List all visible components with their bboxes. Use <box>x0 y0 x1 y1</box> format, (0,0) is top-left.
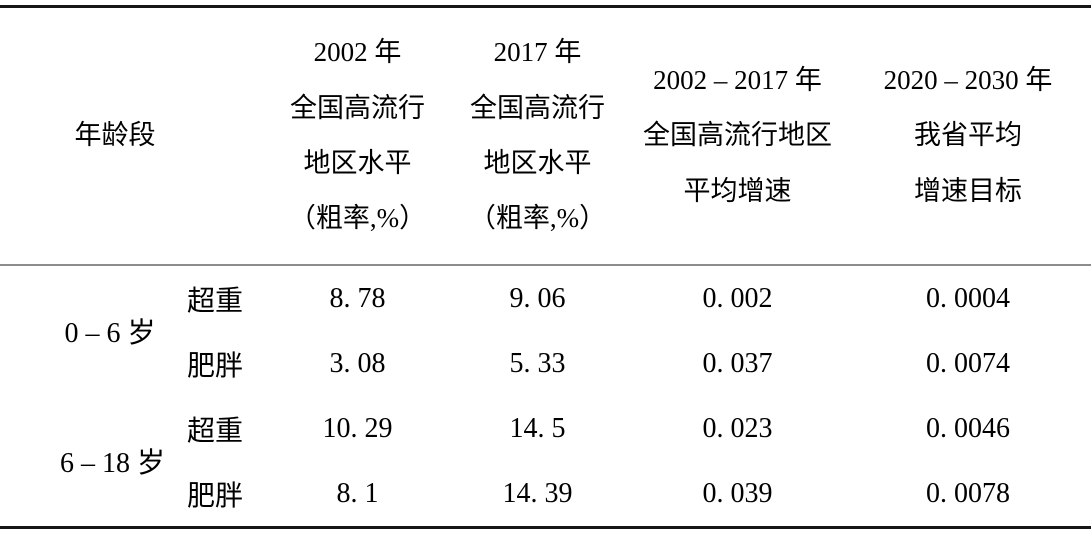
value-growth: 0. 039 <box>702 477 773 509</box>
value-level-2002: 3. 08 <box>329 347 386 379</box>
value-level-2017: 14. 5 <box>509 412 566 444</box>
category-cell: 超重 <box>186 285 243 317</box>
category-cell: 肥胖 <box>186 480 243 512</box>
value-level-2017: 9. 06 <box>509 282 566 314</box>
table-row: 肥胖 3. 08 5. 33 0. 037 0. 0074 <box>0 331 1091 396</box>
age-group-cell: 6 – 18 岁 <box>60 448 166 479</box>
value-growth: 0. 037 <box>702 347 773 379</box>
table-row: 肥胖 8. 1 14. 39 0. 039 0. 0078 <box>0 461 1091 528</box>
header-row: 年龄段 2002 年 全国高流行 地区水平 （粗率,%） 2017 年 全国高流… <box>0 7 1091 265</box>
table-row: 6 – 18 岁 超重 10. 29 14. 5 0. 023 0. 0046 <box>0 396 1091 480</box>
header-growth-2002-2017: 2002 – 2017 年 全国高流行地区 平均增速 <box>643 64 832 206</box>
value-growth: 0. 002 <box>702 282 773 314</box>
value-target: 0. 0074 <box>926 347 1010 379</box>
category-cell: 肥胖 <box>186 350 243 382</box>
value-level-2017: 14. 39 <box>502 477 573 509</box>
value-target: 0. 0046 <box>926 412 1010 444</box>
value-level-2002: 8. 78 <box>329 282 386 314</box>
value-level-2017: 5. 33 <box>509 347 566 379</box>
header-age-group: 年龄段 <box>74 120 156 151</box>
age-group-cell: 0 – 6 岁 <box>64 318 156 349</box>
header-level-2017: 2017 年 全国高流行 地区水平 （粗率,%） <box>468 37 607 234</box>
value-level-2002: 8. 1 <box>336 477 379 509</box>
header-level-2002: 2002 年 全国高流行 地区水平 （粗率,%） <box>288 37 427 234</box>
header-target-2020-2030: 2020 – 2030 年 我省平均 增速目标 <box>883 64 1053 206</box>
table-row: 0 – 6 岁 超重 8. 78 9. 06 0. 002 0. 0004 <box>0 265 1091 350</box>
value-target: 0. 0078 <box>926 477 1010 509</box>
value-level-2002: 10. 29 <box>322 412 393 444</box>
overweight-obesity-table: 年龄段 2002 年 全国高流行 地区水平 （粗率,%） 2017 年 全国高流… <box>0 5 1091 529</box>
category-cell: 超重 <box>186 415 243 447</box>
value-growth: 0. 023 <box>702 412 773 444</box>
value-target: 0. 0004 <box>926 282 1010 314</box>
